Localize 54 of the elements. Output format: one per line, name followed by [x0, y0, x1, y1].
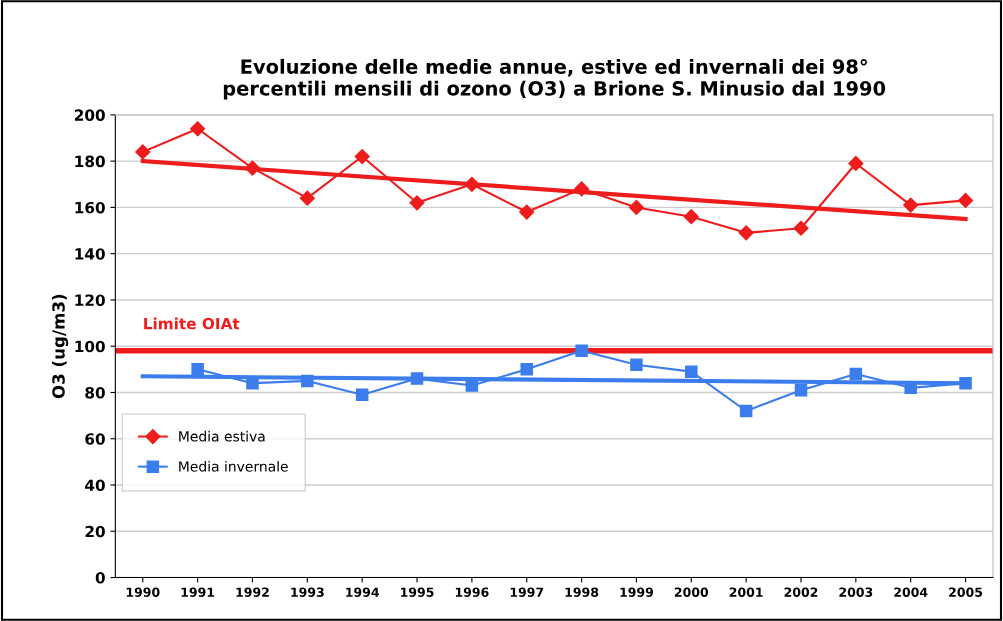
point: [355, 388, 369, 402]
y-tick-label: 100: [75, 340, 105, 353]
x-tick-label: 2002: [784, 587, 818, 597]
point: [848, 155, 864, 172]
point: [685, 365, 698, 378]
point: [738, 225, 754, 241]
x-tick-label: 1999: [620, 587, 654, 597]
point: [191, 363, 204, 376]
x-tick-label: 2001: [729, 587, 763, 597]
x-tick-label: 1996: [455, 587, 489, 597]
point: [628, 199, 645, 215]
point: [409, 195, 425, 211]
point: [299, 190, 315, 206]
y-tick-label: 0: [95, 572, 105, 584]
x-tick-label: 1992: [236, 587, 269, 597]
x-tick-label: 2004: [894, 587, 928, 597]
y-tick-label: 160: [75, 201, 105, 214]
point: [739, 404, 753, 418]
point: [630, 358, 643, 371]
y-tick-label: 200: [74, 109, 105, 121]
legend-label: Media invernale: [179, 460, 288, 472]
chart-title: Evoluzione delle medie annue, estive ed invernali dei 98° percentili mensili di ozono (O3) a Brione S. Minusio dal 1990: [223, 58, 886, 100]
y-tick-label: 120: [75, 294, 105, 306]
point: [683, 209, 699, 225]
point: [135, 144, 151, 160]
x-tick-label: 1993: [291, 587, 324, 597]
y-tick-label: 40: [85, 479, 105, 492]
x-tick-label: 1994: [346, 587, 379, 597]
y-axis-title: O3 (ug/m3): [51, 294, 69, 399]
y-tick-label: 20: [85, 525, 105, 538]
y-tick-label: 80: [85, 386, 105, 399]
y-tick-label: 180: [75, 155, 105, 168]
x-tick-label: 1991: [181, 587, 215, 597]
x-tick-label: 1995: [401, 587, 434, 597]
x-tick-label: 2005: [949, 587, 983, 597]
point: [575, 344, 588, 358]
point: [794, 383, 808, 397]
point: [190, 121, 206, 137]
ref-line-label: Limite OIAt: [144, 317, 240, 330]
x-tick-label: 2000: [674, 587, 709, 597]
point: [520, 363, 533, 376]
point: [793, 220, 809, 236]
point: [354, 148, 370, 165]
x-tick-label: 1990: [126, 587, 160, 597]
point: [903, 197, 919, 213]
y-tick-label: 60: [85, 433, 105, 445]
point: [957, 192, 974, 209]
legend-label: Media estiva: [179, 430, 265, 442]
point: [849, 367, 863, 381]
y-tick-label: 140: [75, 248, 105, 260]
x-tick-label: 2003: [839, 587, 873, 597]
x-tick-label: 1997: [510, 587, 544, 597]
x-tick-label: 1998: [565, 587, 599, 597]
point: [519, 204, 535, 220]
